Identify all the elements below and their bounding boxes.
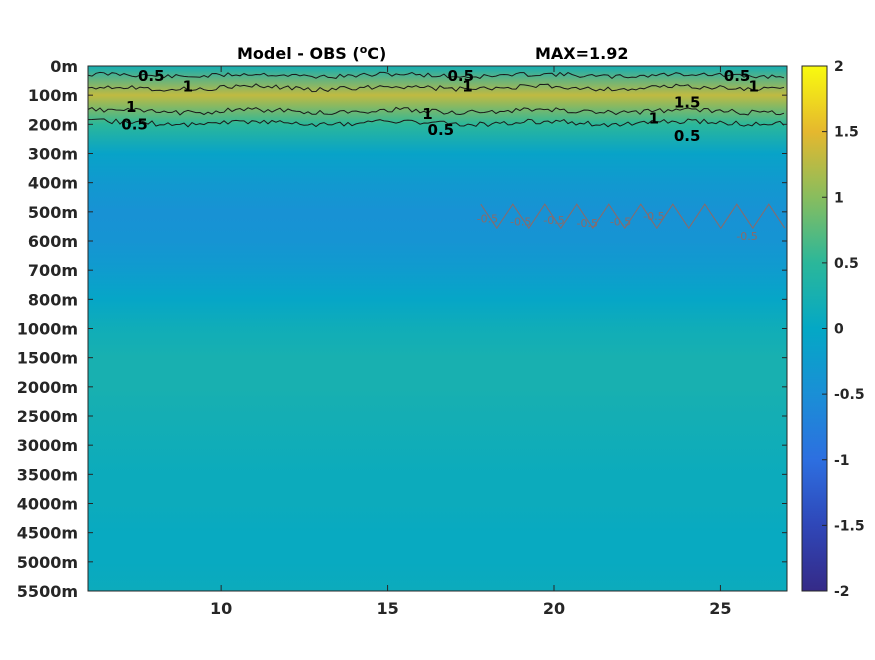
colorbar-tick-label: 2 [834, 59, 844, 75]
contour-label: 1 [422, 105, 432, 123]
contour-label: 0.5 [724, 67, 751, 85]
contour-label: 0.5 [121, 115, 148, 133]
y-tick-label: 600m [28, 232, 78, 251]
plot-area: 0.510.510.511 1.51 10.5 0.5 0.5-0.5 -0.5 -0.5-… [87, 65, 788, 592]
title-text: Model - OBS (oC) [237, 43, 386, 63]
x-axis: 10 15 20 25 [210, 66, 732, 618]
y-tick-label: 700m [28, 261, 78, 280]
contour-label: 1 [462, 77, 472, 95]
y-tick-label: 2000m [17, 378, 78, 397]
contour-label: 1 [183, 77, 193, 95]
contour-label: 1 [649, 110, 659, 128]
contour-label: -0.5 [477, 213, 498, 226]
y-tick-label: 4500m [17, 524, 78, 543]
contour-line [87, 118, 785, 128]
contour-label: -0.5 [643, 210, 664, 223]
y-tick-label: 3500m [17, 465, 78, 484]
colorbar-tick-label: 1 [834, 190, 844, 206]
contour-label: 1 [748, 77, 758, 95]
y-tick-label: 2500m [17, 407, 78, 426]
y-tick-label: 1500m [17, 349, 78, 368]
contour-label: 0.5 [428, 121, 455, 139]
colorbar-tick-label: -1 [834, 453, 850, 469]
contour-label: 0.5 [138, 67, 165, 85]
contour-label: -0.5 [543, 214, 564, 227]
colorbar-tick-label: 0 [834, 322, 844, 338]
y-tick-label: 200m [28, 115, 78, 134]
contour-line [87, 83, 785, 93]
title-unit: C) [367, 44, 386, 63]
x-tick-label: 15 [376, 599, 398, 618]
contour-labels: 0.510.510.511 1.51 10.5 0.5 0.5-0.5 -0.5 -0.5-… [121, 67, 759, 243]
y-tick-label: 300m [28, 145, 78, 164]
max-label: MAX=1.92 [535, 44, 629, 63]
title-degree: o [360, 43, 368, 56]
contour-line [87, 106, 785, 116]
y-tick-label: 400m [28, 174, 78, 193]
colorbar-tick-label: 1.5 [834, 125, 859, 141]
contour-label: -0.5 [577, 217, 598, 230]
colorbar-tick-label: -0.5 [834, 387, 865, 403]
x-tick-label: 20 [543, 599, 565, 618]
contour-line-negative [480, 203, 786, 230]
x-tick-label: 25 [709, 599, 731, 618]
colorbar: 2 1.5 1 0.5 0 -0.5 -1 -1.5 -2 [801, 59, 865, 600]
colorbar-tick-label: 0.5 [834, 256, 859, 272]
contour-label: 1 [126, 98, 136, 116]
contour-label: -0.5 [736, 230, 757, 243]
y-tick-label: 4000m [17, 495, 78, 514]
contour-label: -0.5 [510, 216, 531, 229]
heatmap-field [88, 66, 787, 591]
y-tick-label: 5000m [17, 553, 78, 572]
y-tick-label: 3000m [17, 436, 78, 455]
contour-line [87, 71, 785, 80]
contour-lines [87, 71, 786, 230]
x-tick-label: 10 [210, 599, 232, 618]
y-tick-label: 0m [50, 57, 78, 76]
y-tick-label: 5500m [17, 582, 78, 601]
contour-label: 0.5 [448, 67, 475, 85]
contour-label: 1.5 [674, 93, 701, 111]
contour-label: -0.5 [610, 216, 631, 229]
contour-label: 0.5 [674, 127, 701, 145]
colorbar-tick-label: -2 [834, 584, 850, 600]
chart-title: Model - OBS (oC) MAX=1.92 [237, 43, 629, 63]
y-axis: 0m 100m 200m 300m 400m 500m 600m 700m 800m 1000m 1… [17, 57, 787, 601]
y-tick-label: 1000m [17, 320, 78, 339]
colorbar-tick-label: -1.5 [834, 518, 865, 534]
y-tick-label: 800m [28, 290, 78, 309]
y-tick-label: 100m [28, 86, 78, 105]
y-tick-label: 500m [28, 203, 78, 222]
colorbar-ticks: 2 1.5 1 0.5 0 -0.5 -1 -1.5 -2 [822, 59, 865, 600]
